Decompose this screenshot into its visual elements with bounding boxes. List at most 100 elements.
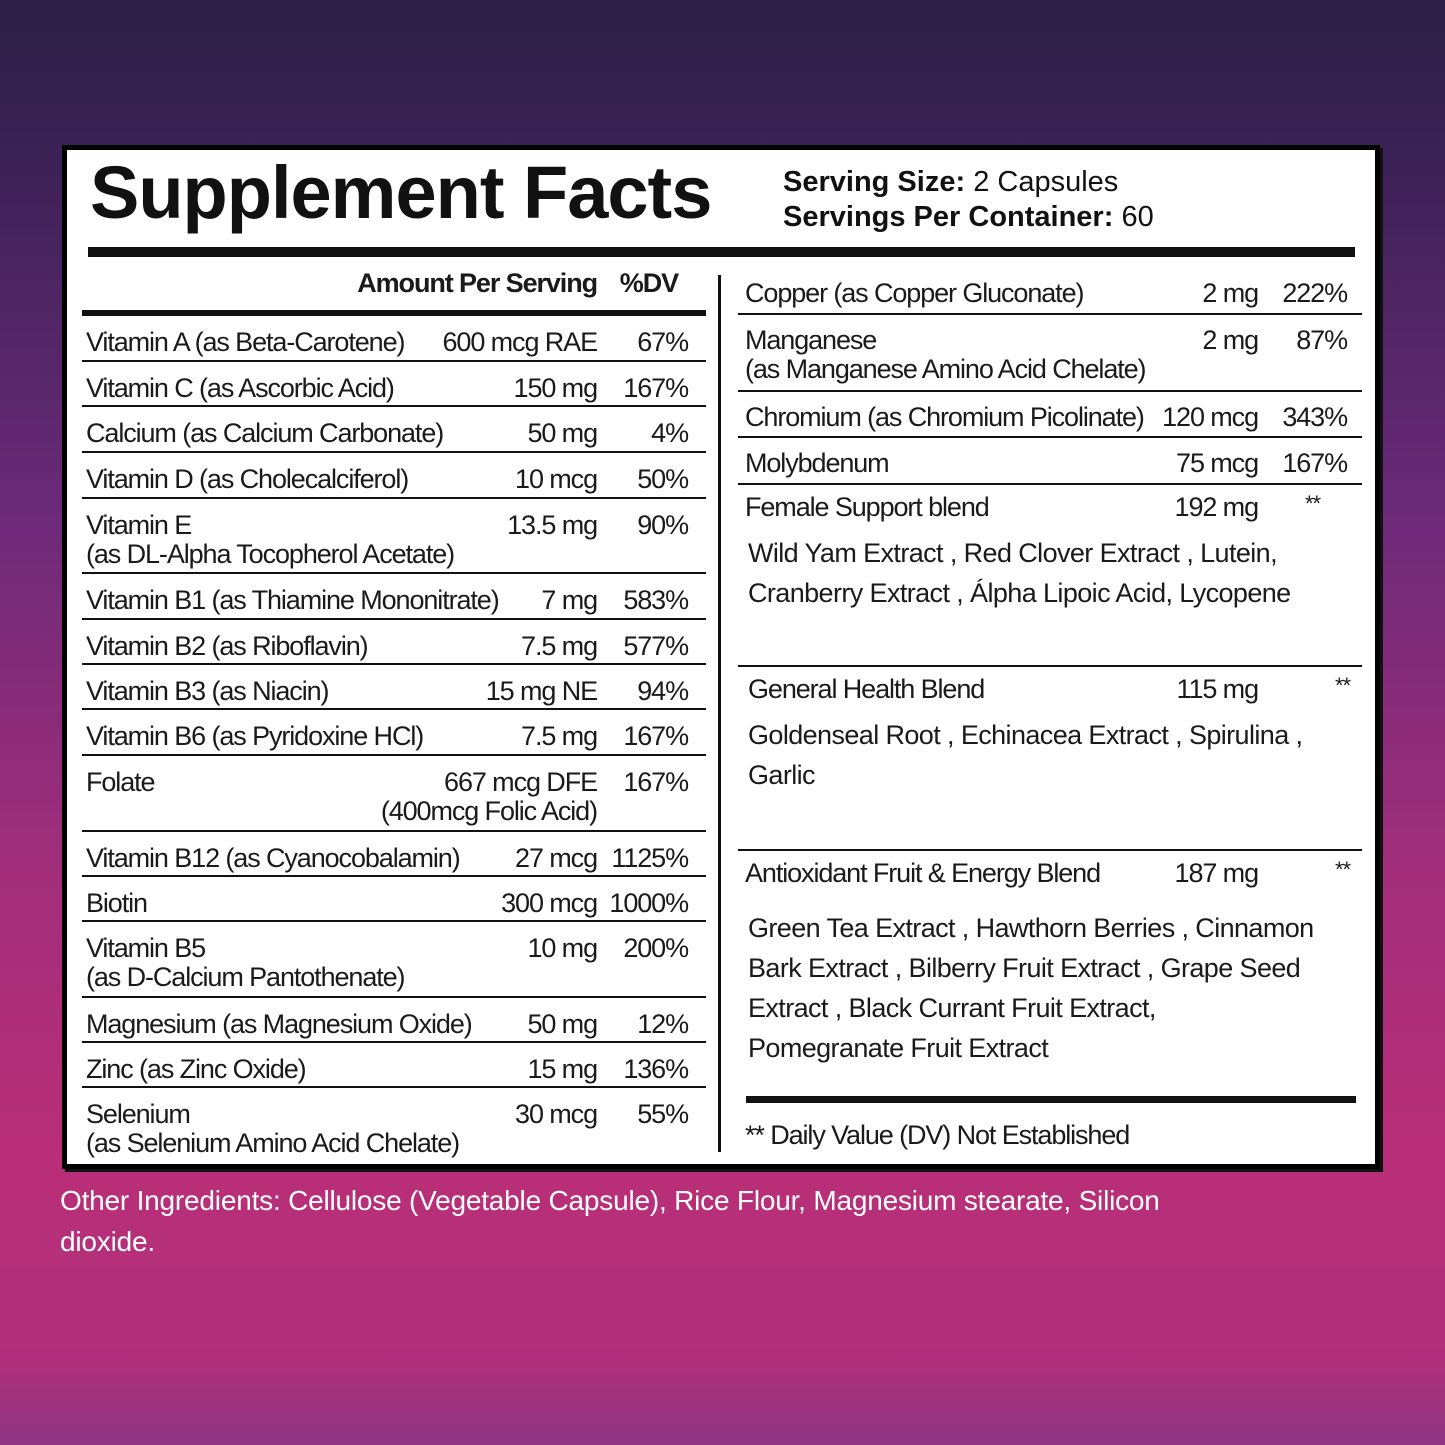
nutrient-dv: 87% bbox=[1296, 325, 1348, 355]
row-divider bbox=[82, 830, 706, 832]
row-divider bbox=[82, 996, 706, 998]
nutrient-dv: 55% bbox=[637, 1099, 689, 1129]
nutrient-dv: 167% bbox=[623, 373, 689, 403]
nutrient-source: (as Manganese Amino Acid Chelate) bbox=[745, 354, 1147, 384]
row-divider bbox=[82, 360, 706, 362]
nutrient-dv: 94% bbox=[637, 676, 689, 706]
nutrient-amount: 2 mg bbox=[1202, 325, 1259, 355]
nutrient-name: Vitamin B1 (as Thiamine Mononitrate) bbox=[86, 585, 500, 615]
header-divider bbox=[82, 310, 706, 316]
nutrient-dv: 343% bbox=[1282, 402, 1348, 432]
nutrient-amount: 15 mg bbox=[527, 1054, 598, 1084]
title-divider bbox=[88, 247, 1355, 257]
row-divider bbox=[82, 1041, 706, 1043]
nutrient-amount: 27 mcg bbox=[515, 843, 598, 873]
row-divider bbox=[82, 405, 706, 407]
nutrient-name: Vitamin E bbox=[86, 510, 192, 540]
nutrient-dv: 90% bbox=[637, 510, 689, 540]
nutrient-dv: 67% bbox=[637, 327, 689, 357]
nutrient-dv: 4% bbox=[651, 418, 689, 448]
row-divider bbox=[82, 920, 706, 922]
row-divider bbox=[82, 754, 706, 756]
servings-label: Servings Per Container: bbox=[783, 201, 1114, 233]
nutrient-name: Copper (as Copper Gluconate) bbox=[745, 278, 1085, 308]
nutrient-source: (as Selenium Amino Acid Chelate) bbox=[86, 1128, 460, 1158]
blend-ingredients: Green Tea Extract , Hawthorn Berries , C… bbox=[748, 913, 1314, 1063]
nutrient-amount: 75 mcg bbox=[1176, 448, 1259, 478]
nutrient-amount: 7.5 mg bbox=[521, 631, 598, 661]
other-ingredients: Other Ingredients: Cellulose (Vegetable … bbox=[60, 1185, 1160, 1257]
nutrient-name: Vitamin A (as Beta-Carotene) bbox=[86, 327, 405, 357]
row-divider bbox=[738, 313, 1362, 315]
amount-header: Amount Per Serving bbox=[357, 268, 598, 298]
nutrient-amount: 7 mg bbox=[541, 585, 598, 615]
nutrient-name: Biotin bbox=[86, 888, 148, 918]
blend-divider bbox=[738, 849, 1362, 851]
blend-ingredients: Wild Yam Extract , Red Clover Extract , … bbox=[748, 538, 1291, 608]
blend-dv: ** bbox=[1335, 673, 1351, 698]
row-divider bbox=[82, 572, 706, 574]
serving-size-value: 2 Capsules bbox=[973, 166, 1119, 198]
nutrient-name: Vitamin B2 (as Riboflavin) bbox=[86, 631, 369, 661]
page-title: Supplement Facts bbox=[90, 151, 712, 234]
nutrient-dv: 12% bbox=[637, 1009, 689, 1039]
nutrient-dv: 167% bbox=[623, 721, 689, 751]
footnote: ** Daily Value (DV) Not Established bbox=[745, 1120, 1130, 1150]
nutrient-amount: 50 mg bbox=[527, 418, 598, 448]
nutrient-dv: 200% bbox=[623, 933, 689, 963]
nutrient-amount: 667 mcg DFE bbox=[444, 767, 598, 797]
footnote-divider bbox=[746, 1096, 1356, 1103]
row-divider bbox=[82, 708, 706, 710]
nutrient-amount: 2 mg bbox=[1202, 278, 1259, 308]
nutrient-amount: 15 mg NE bbox=[485, 676, 598, 706]
nutrient-dv: 1125% bbox=[611, 843, 689, 873]
nutrient-name: Vitamin D (as Cholecalciferol) bbox=[86, 464, 409, 494]
nutrient-source: (as D-Calcium Pantothenate) bbox=[86, 962, 406, 992]
nutrient-amount: 10 mg bbox=[527, 933, 598, 963]
nutrient-name: Vitamin B3 (as Niacin) bbox=[86, 676, 330, 706]
nutrient-dv: 167% bbox=[1282, 448, 1348, 478]
nutrient-name: Molybdenum bbox=[745, 448, 890, 478]
nutrient-name: Vitamin B12 (as Cyanocobalamin) bbox=[86, 843, 461, 873]
nutrient-name: Folate bbox=[86, 767, 156, 797]
nutrient-name: Vitamin C (as Ascorbic Acid) bbox=[86, 373, 395, 403]
nutrient-amount: 120 mcg bbox=[1162, 402, 1259, 432]
nutrient-name: Vitamin B5 bbox=[86, 933, 206, 963]
blend-name: Antioxidant Fruit & Energy Blend bbox=[745, 858, 1101, 888]
servings-value: 60 bbox=[1121, 201, 1154, 233]
nutrient-dv: 583% bbox=[623, 585, 689, 615]
nutrient-amount: 30 mcg bbox=[515, 1099, 598, 1129]
nutrient-amount: 50 mg bbox=[527, 1009, 598, 1039]
nutrient-name: Chromium (as Chromium Picolinate) bbox=[745, 402, 1145, 432]
nutrient-dv: 50% bbox=[637, 464, 689, 494]
row-divider bbox=[82, 1086, 706, 1088]
blend-divider bbox=[738, 665, 1362, 667]
nutrient-amount: 300 mcg bbox=[501, 888, 598, 918]
blend-ingredients: Goldenseal Root , Echinacea Extract , Sp… bbox=[748, 720, 1303, 790]
nutrient-name: Vitamin B6 (as Pyridoxine HCl) bbox=[86, 721, 424, 751]
row-divider bbox=[82, 497, 706, 499]
blend-amount: 192 mg bbox=[1174, 492, 1260, 522]
row-divider bbox=[82, 451, 706, 453]
serving-size-label: Serving Size: bbox=[783, 166, 966, 198]
nutrient-dv: 167% bbox=[623, 767, 689, 797]
nutrient-dv: 136% bbox=[623, 1054, 689, 1084]
blend-name: Female Support blend bbox=[745, 492, 990, 522]
blend-name: General Health Blend bbox=[748, 674, 985, 704]
nutrient-dv: 577% bbox=[623, 631, 689, 661]
blend-dv: ** bbox=[1335, 857, 1351, 882]
nutrient-name: Calcium (as Calcium Carbonate) bbox=[86, 418, 444, 448]
blend-amount: 187 mg bbox=[1174, 858, 1260, 888]
row-divider bbox=[82, 663, 706, 665]
nutrient-name: Magnesium (as Magnesium Oxide) bbox=[86, 1009, 473, 1039]
dv-header: %DV bbox=[619, 268, 679, 298]
row-divider bbox=[738, 436, 1362, 438]
nutrient-amount: 13.5 mg bbox=[507, 510, 598, 540]
nutrient-amount: 600 mcg RAE bbox=[442, 327, 599, 357]
nutrient-name: Zinc (as Zinc Oxide) bbox=[86, 1054, 307, 1084]
servings-per-container: Servings Per Container: 60 bbox=[783, 201, 1154, 234]
serving-size: Serving Size: 2 Capsules bbox=[783, 166, 1118, 199]
nutrient-amount-note: (400mcg Folic Acid) bbox=[380, 796, 598, 826]
blend-dv: ** bbox=[1305, 491, 1321, 516]
row-divider bbox=[738, 483, 1362, 485]
